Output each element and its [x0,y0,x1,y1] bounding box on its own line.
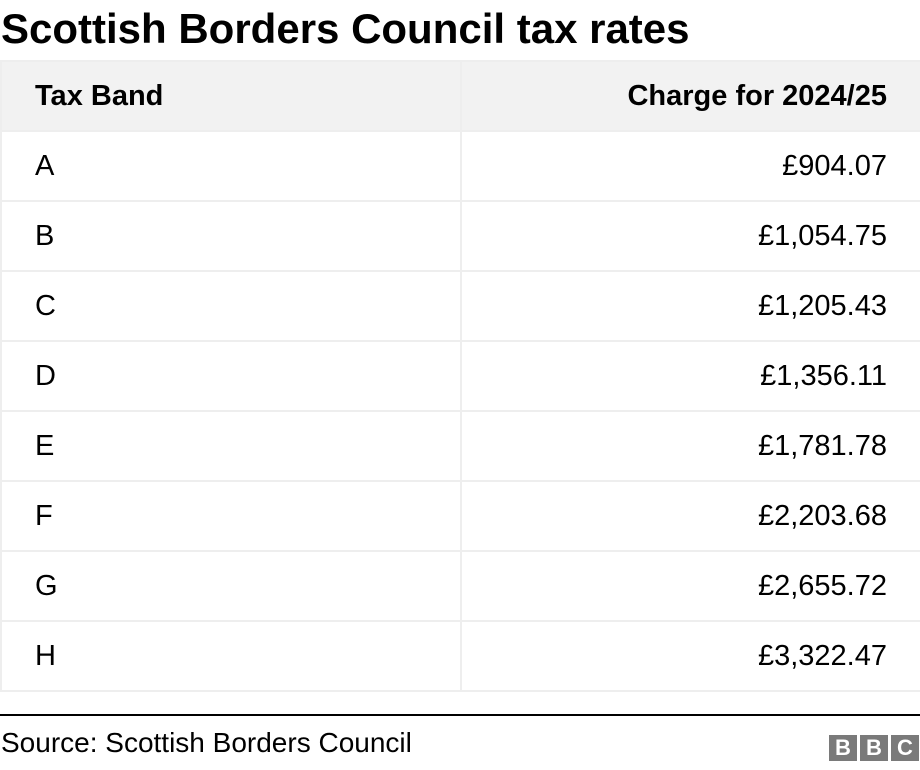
charge-cell: £904.07 [460,130,920,202]
charge-cell: £1,054.75 [460,200,920,272]
bbc-logo-letter: B [829,735,857,761]
table-row: D £1,356.11 [0,340,920,412]
tax-band-cell: C [0,270,462,342]
charge-cell: £2,655.72 [460,550,920,622]
footer-divider [0,714,920,716]
charge-cell: £1,205.43 [460,270,920,342]
bbc-logo-letter: C [891,735,919,761]
source-note: Source: Scottish Borders Council [1,727,412,758]
tax-band-cell: B [0,200,462,272]
column-header-tax-band: Tax Band [0,60,462,132]
tax-band-cell: H [0,620,462,692]
tax-band-cell: F [0,480,462,552]
tax-table-container: Tax Band Charge for 2024/25 A £904.07 B £1,… [0,60,920,692]
table-row: E £1,781.78 [0,410,920,482]
charge-cell: £1,356.11 [460,340,920,412]
table-body: A £904.07 B £1,054.75 C £1,205.43 D £1,356.11 E £… [0,130,920,692]
table-row: H £3,322.47 [0,620,920,692]
tax-band-cell: A [0,130,462,202]
table-row: A £904.07 [0,130,920,202]
chart-title: Scottish Borders Council tax rates [1,5,690,52]
charge-cell: £2,203.68 [460,480,920,552]
charge-cell: £3,322.47 [460,620,920,692]
table-header-row: Tax Band Charge for 2024/25 [0,60,920,132]
bbc-logo-letter: B [860,735,888,761]
table-row: B £1,054.75 [0,200,920,272]
bbc-logo: B B C [829,735,919,761]
tax-rates-table: Tax Band Charge for 2024/25 A £904.07 B £1,… [0,60,920,692]
column-header-charge: Charge for 2024/25 [460,60,920,132]
table-row: F £2,203.68 [0,480,920,552]
tax-band-cell: D [0,340,462,412]
charge-cell: £1,781.78 [460,410,920,482]
tax-band-cell: G [0,550,462,622]
table-row: G £2,655.72 [0,550,920,622]
tax-band-cell: E [0,410,462,482]
table-row: C £1,205.43 [0,270,920,342]
